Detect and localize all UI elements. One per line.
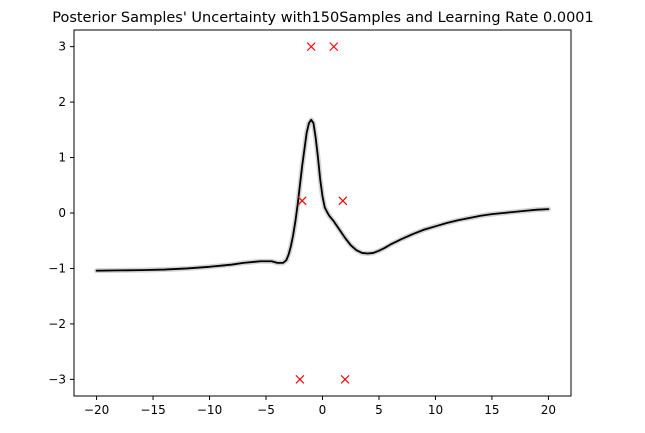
y-axis: −3 −2 −1 0 1 2 3 [48, 40, 74, 386]
x-tick-label: 10 [428, 403, 443, 417]
x-tick-label: −15 [140, 403, 165, 417]
posterior-mean-line [95, 118, 550, 272]
data-point [306, 42, 316, 52]
x-tick-label: −20 [84, 403, 109, 417]
chart-title: Posterior Samples' Uncertainty with150Sa… [52, 10, 594, 26]
x-tick-label: 15 [484, 403, 499, 417]
x-tick-label: 20 [541, 403, 556, 417]
data-point [297, 196, 307, 206]
axes-frame [73, 29, 572, 397]
y-tick-label: 3 [58, 40, 66, 54]
x-tick-label: 5 [375, 403, 383, 417]
x-tick-label: −5 [257, 403, 275, 417]
x-axis: −20 −15 −10 −5 0 5 10 15 20 [84, 396, 556, 417]
y-tick-label: −1 [48, 261, 66, 275]
y-tick-label: 0 [58, 206, 66, 220]
data-point [329, 42, 339, 52]
x-tick-label: 0 [319, 403, 327, 417]
y-tick-label: 1 [58, 151, 66, 165]
y-tick-label: 2 [58, 95, 66, 109]
data-point [340, 374, 350, 384]
data-point [338, 196, 348, 206]
x-tick-label: −10 [197, 403, 222, 417]
y-tick-label: −2 [48, 317, 66, 331]
plot-area [94, 42, 551, 384]
y-tick-label: −3 [48, 372, 66, 386]
data-point [295, 374, 305, 384]
